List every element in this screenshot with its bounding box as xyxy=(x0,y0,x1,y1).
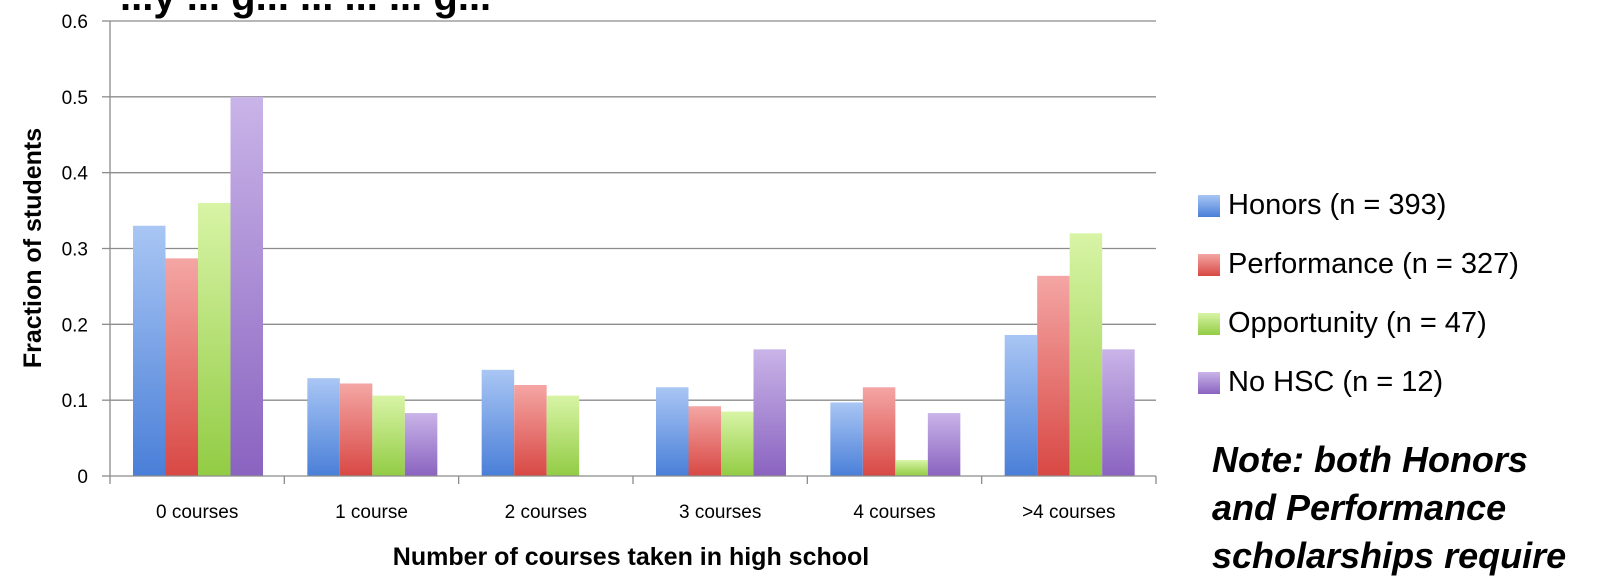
bar-performance-4 xyxy=(862,387,896,476)
bar-honors-1 xyxy=(307,378,340,476)
bar-honors-0 xyxy=(133,225,166,476)
legend-label: Opportunity (n = 47) xyxy=(1228,307,1487,339)
x-tick-label: 3 courses xyxy=(679,502,761,523)
legend-item-honors: Honors (n = 393) xyxy=(1198,176,1519,235)
bar-no-4 xyxy=(927,413,961,476)
bar-honors-3 xyxy=(656,387,689,476)
legend-label: No HSC (n = 12) xyxy=(1228,366,1444,398)
chart-title: ...y ... g... ... ... ... g... xyxy=(120,0,491,19)
y-tick-label: 0.6 xyxy=(62,12,88,33)
y-tick-label: 0.5 xyxy=(62,88,88,109)
x-tick-label: 2 courses xyxy=(505,502,587,523)
legend: Honors (n = 393) Performance (n = 327) O… xyxy=(1198,176,1519,412)
bar-honors-4 xyxy=(830,402,863,476)
bar-opportunity-2 xyxy=(546,395,580,476)
legend-item-performance: Performance (n = 327) xyxy=(1198,235,1519,294)
bar-opportunity-4 xyxy=(895,460,928,476)
x-tick-label: 1 course xyxy=(335,502,408,523)
legend-item-no-hsc: No HSC (n = 12) xyxy=(1198,353,1519,412)
bar-opportunity-5 xyxy=(1069,233,1103,476)
bar-honors-5 xyxy=(1004,334,1038,476)
y-axis-title: Fraction of students xyxy=(19,128,47,368)
legend-label: Performance (n = 327) xyxy=(1228,248,1519,280)
note-text: Note: both Honors and Performance schola… xyxy=(1212,436,1606,580)
note-line: and Performance xyxy=(1212,487,1507,528)
x-axis-title: Number of courses taken in high school xyxy=(393,543,869,571)
legend-swatch xyxy=(1198,194,1220,217)
bar-performance-3 xyxy=(688,406,721,476)
bar-no-5 xyxy=(1102,349,1135,476)
x-tick-label: 4 courses xyxy=(853,502,935,523)
bar-no-0 xyxy=(230,96,263,476)
y-axis-ticks: 0 0.1 0.2 0.3 0.4 0.5 0.6 xyxy=(62,12,111,488)
legend-label: Honors (n = 393) xyxy=(1228,189,1447,221)
bar-performance-5 xyxy=(1037,275,1070,476)
note-line: scholarships require xyxy=(1212,535,1567,576)
note-line: Note: both Honors xyxy=(1212,439,1528,480)
bars xyxy=(133,96,1135,476)
bar-opportunity-1 xyxy=(372,395,405,476)
legend-swatch xyxy=(1198,253,1220,276)
bar-performance-0 xyxy=(165,258,198,476)
gridlines xyxy=(110,20,1156,401)
y-tick-label: 0.3 xyxy=(62,240,88,261)
legend-swatch xyxy=(1198,371,1220,394)
legend-item-opportunity: Opportunity (n = 47) xyxy=(1198,294,1519,353)
bar-no-1 xyxy=(404,413,438,476)
bar-performance-2 xyxy=(514,385,547,476)
bar-honors-2 xyxy=(481,369,515,476)
bar-opportunity-0 xyxy=(198,203,231,476)
y-tick-label: 0.4 xyxy=(62,164,89,185)
y-tick-label: 0.1 xyxy=(62,391,88,412)
legend-swatch xyxy=(1198,312,1220,335)
y-tick-label: 0 xyxy=(77,467,88,488)
bar-performance-1 xyxy=(339,383,373,476)
bar-opportunity-3 xyxy=(721,411,754,476)
x-tick-label: >4 courses xyxy=(1022,502,1115,523)
bar-no-3 xyxy=(753,349,786,476)
x-axis: 0 courses 1 course 2 courses 3 courses 4 cou… xyxy=(109,475,1157,523)
y-tick-label: 0.2 xyxy=(62,315,88,336)
x-tick-label: 0 courses xyxy=(156,502,238,523)
